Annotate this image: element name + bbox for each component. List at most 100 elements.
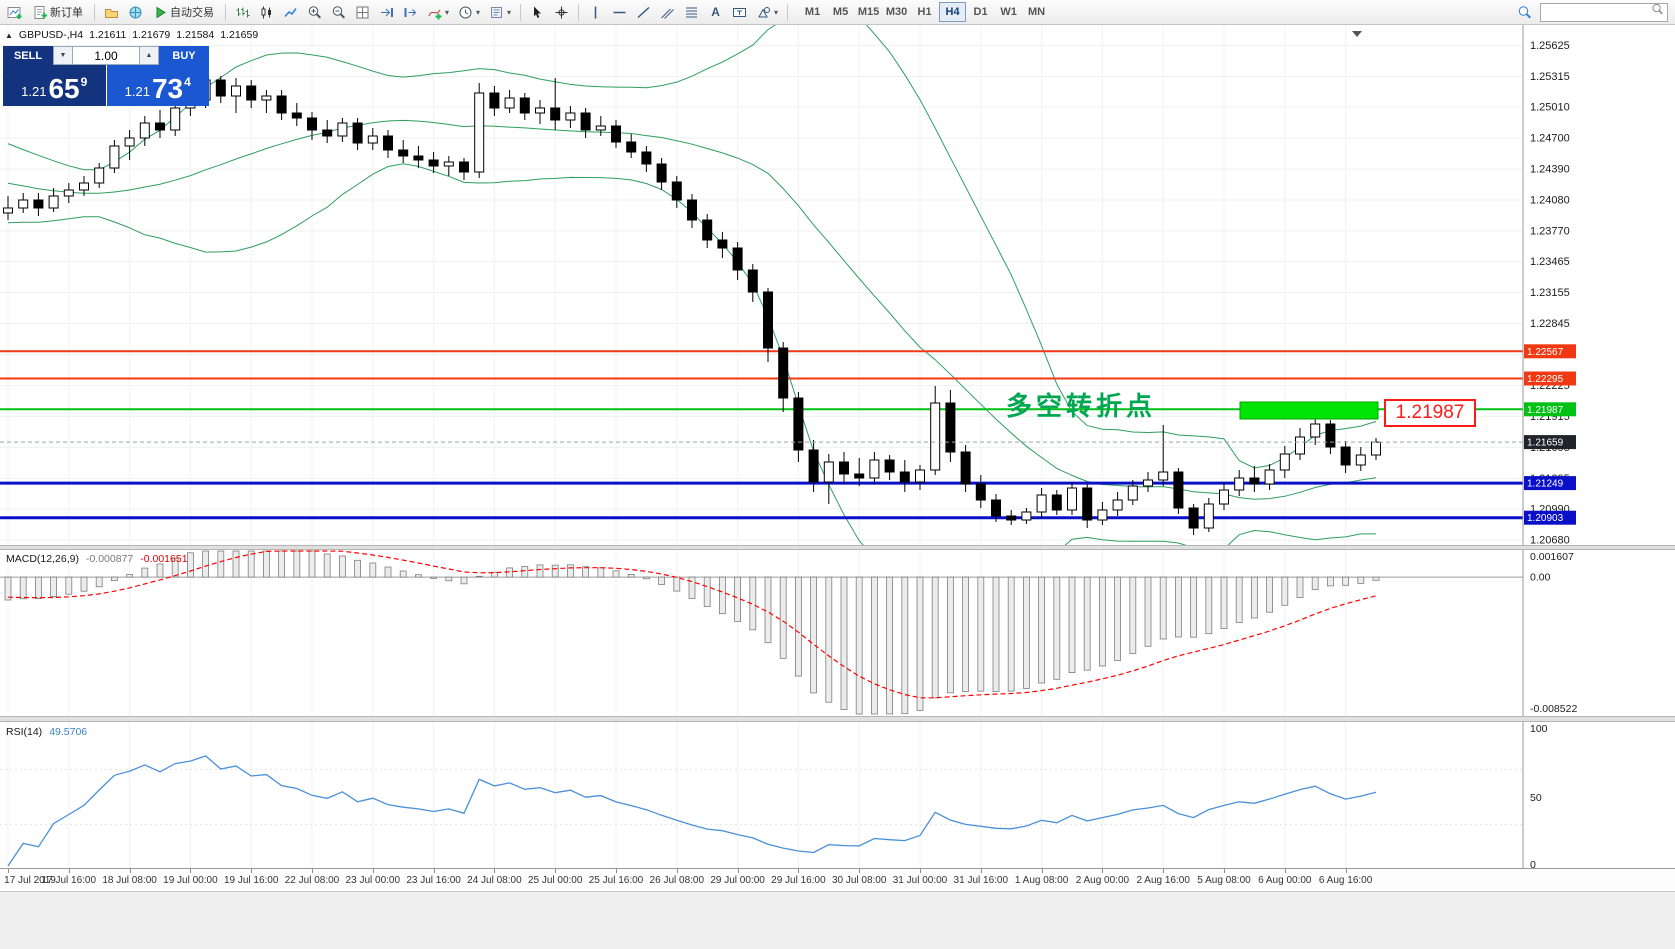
volume-input[interactable] (73, 46, 139, 65)
one-click-trade-panel: SELL ▼ ▲ BUY 1.21 65 9 1.21 73 4 (3, 46, 209, 106)
toolbar-separator (787, 3, 789, 21)
bar-chart-mode-button[interactable] (231, 2, 254, 23)
timeframe-M30[interactable]: M30 (883, 2, 910, 22)
line-chart-icon (283, 5, 298, 20)
cursor-button[interactable] (526, 2, 549, 23)
candle (1112, 499, 1123, 511)
chart-annotation-text[interactable]: 多空转折点 (1006, 391, 1157, 421)
time-tick (1163, 869, 1165, 873)
rsi-panel-canvas[interactable]: 100 50 0 (0, 722, 1675, 868)
candle (3, 207, 13, 214)
zoom-out-button[interactable] (327, 2, 350, 23)
time-label: 17 Jul 2019 (4, 875, 56, 886)
candle (1219, 489, 1229, 505)
time-label: 19 Jul 16:00 (223, 875, 279, 886)
text-tool-button[interactable]: A (704, 2, 727, 23)
timeframe-M1[interactable]: M1 (799, 2, 826, 22)
channel-button[interactable] (656, 2, 679, 23)
candle (1143, 479, 1153, 487)
candle (63, 189, 74, 197)
candle (641, 151, 652, 165)
candle (398, 149, 409, 157)
crosshair-button[interactable] (550, 2, 573, 23)
buy-price[interactable]: 1.21 73 4 (106, 65, 209, 106)
templates-button[interactable]: ▾ (485, 2, 515, 23)
highlight-rectangle[interactable] (1239, 401, 1379, 420)
periods-button[interactable]: ▾ (454, 2, 484, 23)
panel-splitter[interactable] (0, 716, 1675, 722)
ohlc-high: 1.21679 (132, 29, 171, 41)
svg-text:1.20903: 1.20903 (1527, 513, 1564, 524)
crosshair-icon (554, 5, 569, 20)
timeframe-D1[interactable]: D1 (967, 2, 994, 22)
label-tool-button[interactable] (728, 2, 751, 23)
shapes-button[interactable]: ▾ (752, 2, 782, 23)
main-toolbar: 新订单 自动交易 ▾ ▾ ▾ A ▾ M1 M5 M15 M30 H1 H4 D1 W1 MN (0, 0, 1675, 25)
sell-price-prefix: 1.21 (21, 84, 47, 99)
time-tick (616, 869, 617, 873)
time-axis[interactable]: 17 Jul 2019 17 Jul 16:00 18 Jul 08:00 19 Ju… (0, 868, 1675, 891)
market-watch-button[interactable] (124, 2, 147, 23)
timeframe-group: M1 M5 M15 M30 H1 H4 D1 W1 MN (799, 2, 1050, 22)
timeframe-H1[interactable]: H1 (911, 2, 938, 22)
timeframe-H4[interactable]: H4 (939, 2, 967, 22)
time-label: 5 Aug 08:00 (1197, 875, 1251, 886)
timeframe-M15[interactable]: M15 (855, 2, 882, 22)
candlestick-icon (259, 5, 274, 20)
vertical-line-button[interactable] (584, 2, 607, 23)
text-tool-icon: A (711, 5, 720, 19)
main-chart-canvas[interactable]: 1.25625 1.25315 1.25010 1.24700 1.24390 1.240… (0, 25, 1675, 545)
indicators-button[interactable]: ▾ (423, 2, 453, 23)
dropdown-caret-icon: ▾ (476, 7, 481, 17)
auto-scroll-button[interactable] (375, 2, 398, 23)
trendline-button[interactable] (632, 2, 655, 23)
buy-button[interactable]: BUY (159, 46, 209, 65)
macd-panel-canvas[interactable]: 0.001607 0.00 -0.008522 (0, 550, 1675, 716)
search-input[interactable] (1544, 6, 1651, 18)
candle (1310, 423, 1321, 438)
fibonacci-button[interactable] (680, 2, 703, 23)
volume-decrease-button[interactable]: ▼ (53, 46, 73, 65)
new-chart-button[interactable] (3, 2, 26, 23)
zoom-in-button[interactable] (303, 2, 326, 23)
sell-button[interactable]: SELL (3, 46, 53, 65)
ohlc-open: 1.21611 (89, 29, 127, 41)
candle (1006, 515, 1017, 521)
sell-price[interactable]: 1.21 65 9 (3, 65, 106, 106)
toolbar-right-group (1513, 2, 1672, 23)
candle (459, 161, 469, 173)
chart-shift-button[interactable] (399, 2, 422, 23)
ohlc-low: 1.21584 (176, 29, 215, 41)
volume-increase-button[interactable]: ▲ (139, 46, 159, 65)
svg-text:1.23465: 1.23465 (1530, 256, 1570, 268)
candle (504, 97, 515, 109)
label-tool-icon (732, 5, 747, 20)
macd-histogram (4, 550, 1380, 715)
time-tick (8, 869, 9, 873)
tile-windows-button[interactable] (351, 2, 374, 23)
timeframe-M5[interactable]: M5 (827, 2, 854, 22)
time-tick (251, 869, 253, 873)
profiles-button[interactable] (100, 2, 123, 23)
auto-trading-button[interactable]: 自动交易 (148, 2, 220, 23)
candle (276, 95, 287, 114)
timeframe-MN[interactable]: MN (1023, 2, 1050, 22)
panel-splitter[interactable] (0, 545, 1675, 550)
price-callout-label[interactable]: 1.21987 (1384, 399, 1476, 427)
horizontal-line-button[interactable] (608, 2, 631, 23)
search-symbol-button[interactable] (1513, 2, 1536, 23)
timeframe-W1[interactable]: W1 (995, 2, 1022, 22)
one-click-collapse-icon[interactable]: ▲ (5, 30, 13, 40)
time-label: 31 Jul 16:00 (953, 875, 1009, 886)
time-label: 29 Jul 00:00 (710, 875, 765, 886)
time-tick (1224, 869, 1225, 873)
candle (307, 117, 317, 131)
line-chart-mode-button[interactable] (279, 2, 302, 23)
candle (322, 129, 333, 137)
time-tick (129, 869, 131, 873)
time-tick (68, 869, 70, 873)
candlestick-mode-button[interactable] (255, 2, 278, 23)
new-order-button[interactable]: 新订单 (27, 2, 89, 23)
candle (1173, 471, 1184, 509)
shapes-icon (756, 5, 771, 20)
